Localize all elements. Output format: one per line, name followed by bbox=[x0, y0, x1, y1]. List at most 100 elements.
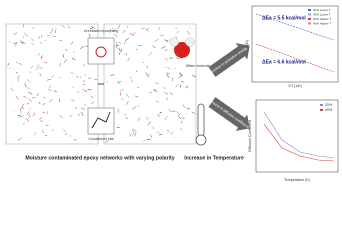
bond bbox=[152, 45, 157, 49]
bond bbox=[179, 128, 183, 131]
bond bbox=[133, 128, 137, 133]
water-label: Water molecule bbox=[186, 64, 211, 68]
inset-box bbox=[87, 107, 115, 135]
bond bbox=[28, 98, 33, 103]
bond bbox=[134, 95, 139, 98]
legend-label: 20% Lower T bbox=[313, 8, 331, 12]
bond bbox=[130, 79, 134, 83]
bond bbox=[15, 72, 19, 74]
bond bbox=[40, 41, 42, 45]
bond bbox=[106, 81, 108, 83]
hydrogen bbox=[185, 37, 195, 47]
bond bbox=[55, 28, 57, 30]
bond bbox=[70, 41, 74, 45]
bond bbox=[42, 103, 45, 106]
bond bbox=[82, 88, 87, 92]
bond bbox=[153, 89, 158, 93]
bond bbox=[15, 32, 17, 34]
bond bbox=[72, 50, 75, 53]
bond bbox=[59, 62, 62, 67]
bond bbox=[147, 121, 151, 126]
inset-box bbox=[87, 37, 115, 65]
bond bbox=[40, 55, 43, 59]
bond bbox=[168, 108, 172, 112]
bond bbox=[175, 27, 178, 30]
bond bbox=[148, 52, 153, 56]
bond bbox=[164, 49, 169, 51]
bond bbox=[15, 95, 19, 100]
bond bbox=[184, 85, 189, 89]
bond bbox=[22, 103, 25, 107]
y-label: ln(D) bbox=[245, 40, 249, 48]
network-box bbox=[103, 23, 197, 145]
bond bbox=[83, 64, 86, 67]
bond bbox=[17, 77, 19, 82]
bond bbox=[180, 120, 183, 124]
bond bbox=[53, 90, 57, 92]
plot-frame bbox=[255, 99, 339, 173]
bond bbox=[116, 126, 120, 129]
bond bbox=[37, 53, 40, 56]
bond bbox=[46, 79, 51, 81]
bond bbox=[84, 103, 86, 106]
bond bbox=[138, 105, 140, 107]
legend: 20% Lower T40% Lower T20% Higher T40% Hi… bbox=[308, 8, 331, 25]
bond bbox=[180, 72, 182, 77]
legend-label: 40% bbox=[325, 108, 333, 112]
bond bbox=[71, 99, 75, 102]
inset-label: Crosslinked site bbox=[88, 137, 113, 141]
bond bbox=[157, 114, 160, 118]
bond bbox=[124, 117, 129, 120]
arrow-shape bbox=[208, 43, 250, 77]
bond bbox=[40, 120, 44, 122]
bond bbox=[23, 95, 27, 98]
bond bbox=[167, 76, 170, 79]
bond bbox=[80, 111, 83, 114]
legend: 20%40% bbox=[320, 103, 333, 112]
x-label: Temperature (K) bbox=[284, 178, 310, 182]
bond bbox=[77, 90, 80, 94]
bond bbox=[80, 45, 85, 49]
bond bbox=[70, 71, 75, 75]
bond bbox=[34, 132, 36, 136]
bond bbox=[27, 86, 30, 90]
fit-line bbox=[255, 43, 335, 73]
bond bbox=[122, 29, 126, 34]
bond bbox=[119, 41, 121, 45]
bond bbox=[124, 53, 126, 56]
bond bbox=[17, 114, 21, 117]
bond bbox=[33, 112, 35, 117]
page: {"left_panel":{"unreacted_label":"Unreac… bbox=[5, 5, 339, 182]
bond bbox=[159, 112, 162, 114]
bond bbox=[182, 104, 186, 108]
bond bbox=[30, 38, 35, 42]
bond bbox=[155, 100, 160, 103]
molecular-networks bbox=[5, 23, 197, 145]
bond bbox=[115, 45, 118, 49]
bond bbox=[28, 91, 33, 95]
bond bbox=[31, 42, 35, 46]
bond bbox=[150, 134, 153, 138]
bond bbox=[35, 66, 40, 71]
bond bbox=[51, 30, 53, 33]
legend-swatch bbox=[320, 109, 323, 111]
inset-label: Unreacted epoxy ring bbox=[84, 29, 118, 33]
arrow-label: Increase in diffusion coefficient bbox=[207, 98, 249, 129]
bond bbox=[170, 131, 174, 135]
annotation: ΔEa = 5.5 kcal/mol bbox=[262, 15, 306, 21]
bond bbox=[39, 101, 41, 105]
legend-swatch bbox=[308, 9, 311, 11]
bond bbox=[15, 43, 17, 47]
bond bbox=[39, 66, 44, 70]
bond bbox=[186, 30, 190, 35]
bond bbox=[145, 27, 149, 31]
arrow-shape bbox=[208, 97, 250, 131]
bond bbox=[158, 27, 160, 31]
bond bbox=[20, 41, 24, 45]
bond bbox=[164, 92, 169, 95]
bond bbox=[67, 25, 71, 29]
bond bbox=[49, 84, 52, 89]
bond bbox=[134, 132, 136, 137]
bond bbox=[181, 81, 184, 83]
bond bbox=[176, 111, 181, 116]
